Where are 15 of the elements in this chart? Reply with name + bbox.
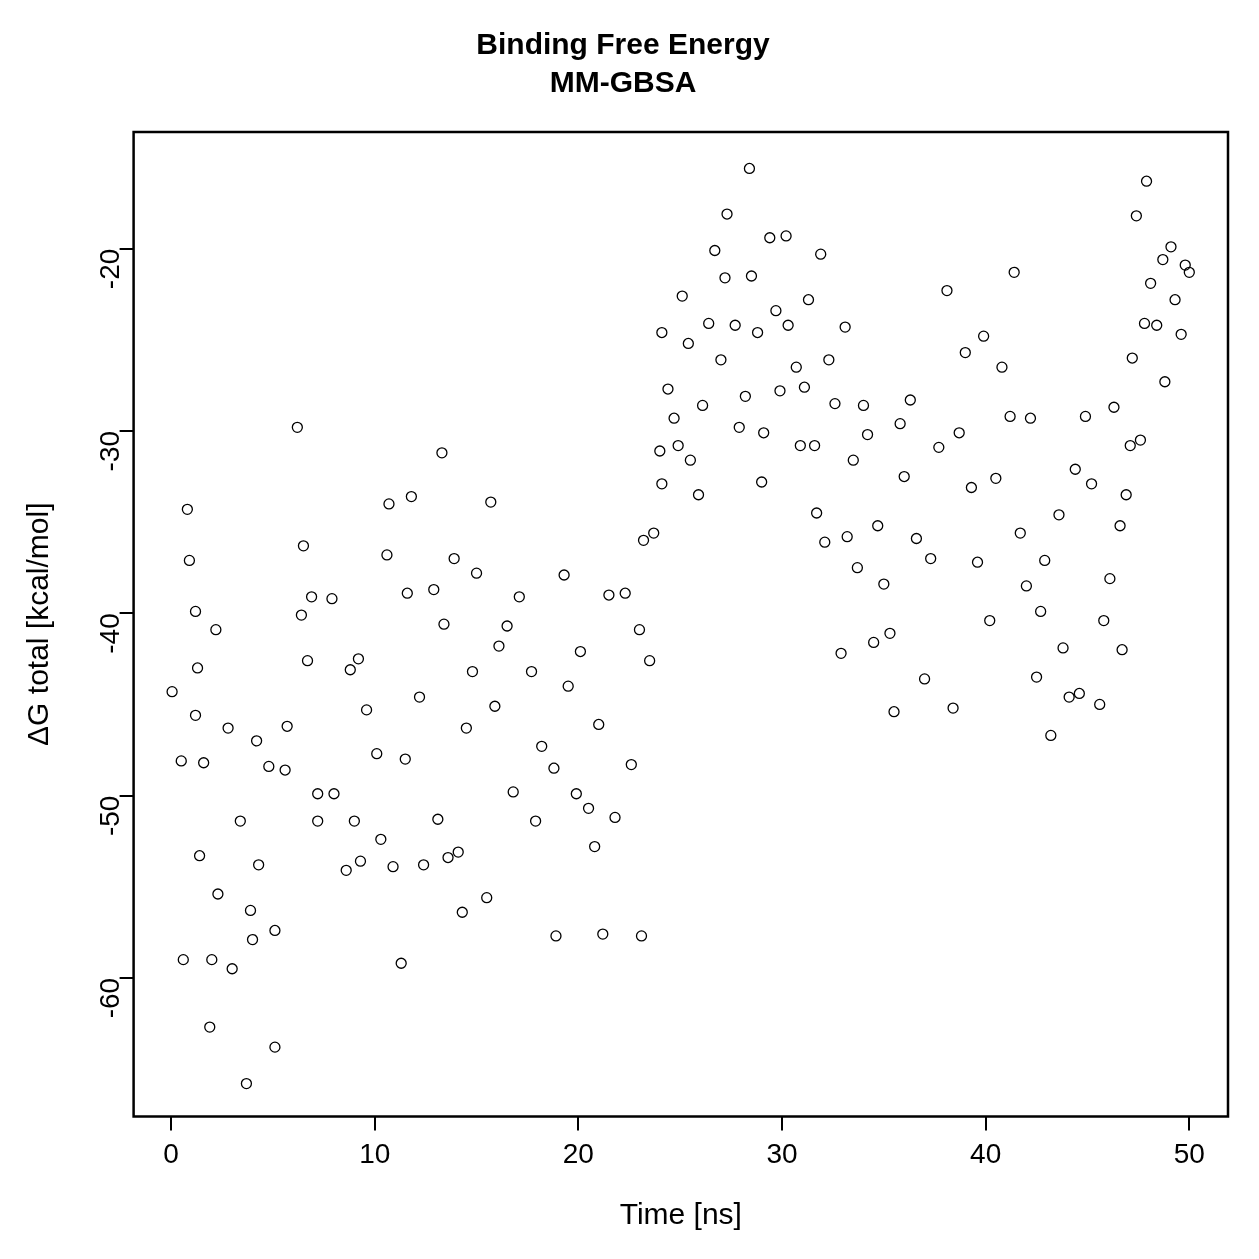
y-tick-label: -60 [94, 977, 126, 1019]
x-tick-label: 0 [163, 1137, 179, 1169]
x-axis-title: Time [ns] [619, 1197, 742, 1231]
chart-title: Binding Free Energy [476, 27, 770, 61]
chart-subtitle: MM-GBSA [549, 65, 697, 99]
y-tick-label: -50 [94, 795, 126, 837]
x-tick-label: 50 [1173, 1137, 1205, 1169]
y-tick-label: -20 [94, 248, 126, 290]
x-tick-label: 30 [766, 1137, 798, 1169]
x-tick-label: 20 [562, 1137, 594, 1169]
y-tick-label: -30 [94, 430, 126, 472]
y-axis-title: ΔG total [kcal/mol] [21, 502, 55, 746]
x-tick-label: 10 [359, 1137, 391, 1169]
y-tick-label: -40 [94, 613, 126, 654]
x-tick-label: 40 [970, 1137, 1002, 1169]
